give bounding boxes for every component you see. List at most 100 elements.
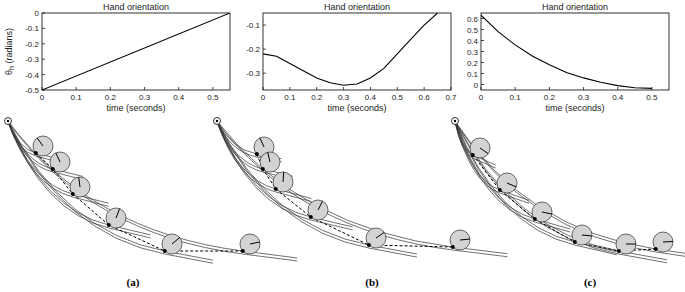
figure: Hand orientation00.10.20.30.40.5-0.5-0.4… <box>0 0 685 292</box>
contact-point <box>261 167 265 171</box>
pivot <box>5 118 12 125</box>
x-tick-label: 0 <box>261 93 266 102</box>
hand-path <box>36 153 243 251</box>
y-tick <box>42 59 45 60</box>
diagram: (a) <box>5 118 298 290</box>
y-tick <box>42 13 45 14</box>
y-tick <box>481 73 484 74</box>
x-tick-label: 0.2 <box>311 93 323 102</box>
contact-point <box>107 223 111 227</box>
x-tick <box>370 87 371 90</box>
y-tick-label: -0.2 <box>246 45 260 54</box>
x-tick-label: 0.4 <box>365 93 377 102</box>
y-tick-label: -0.1 <box>25 24 39 33</box>
finger <box>8 122 213 263</box>
x-tick-label: 0.3 <box>139 93 151 102</box>
hand-orientation <box>37 138 43 146</box>
x-tick <box>289 87 290 90</box>
hand-orientation <box>260 138 264 147</box>
hand-orientation <box>318 201 323 210</box>
y-tick <box>481 29 484 30</box>
finger <box>217 121 312 199</box>
y-tick <box>263 73 266 74</box>
x-tick <box>451 87 452 90</box>
panel-label: (a) <box>127 276 140 289</box>
x-tick-label: 0.5 <box>392 93 404 102</box>
x-tick <box>110 87 111 90</box>
hand-orientation <box>268 152 270 162</box>
hand <box>497 173 517 193</box>
contact-point <box>163 249 167 253</box>
hand-orientation <box>376 232 384 238</box>
y-tick-label: -0.2 <box>25 40 39 49</box>
hand <box>470 138 490 158</box>
y-tick <box>481 51 484 52</box>
y-tick <box>42 28 45 29</box>
y-tick <box>481 40 484 41</box>
chart: Hand orientation00.10.20.30.40.50.60.7-0… <box>246 2 457 113</box>
hand <box>308 200 328 220</box>
hand-orientation <box>460 239 470 241</box>
x-tick-label: 0.2 <box>105 93 117 102</box>
contact-point <box>498 188 502 192</box>
hand-orientation <box>480 148 488 154</box>
finger <box>455 121 617 252</box>
finger <box>217 122 312 202</box>
contact-point <box>51 167 55 171</box>
y-label-part: (radians) <box>4 28 14 66</box>
finger <box>8 121 297 258</box>
finger <box>8 121 151 235</box>
diagram: (c) <box>452 118 685 290</box>
pivot-center <box>7 120 9 122</box>
chart: Hand orientation00.10.20.30.40.500.10.20… <box>467 2 669 113</box>
pivot <box>452 118 459 125</box>
y-tick-label: 0.4 <box>467 37 479 46</box>
x-tick <box>424 87 425 90</box>
y-tick <box>263 25 266 26</box>
contact-point <box>573 240 577 244</box>
x-tick <box>212 87 213 90</box>
hand <box>70 177 90 197</box>
contact-point <box>533 217 537 221</box>
x-tick-label: 0 <box>479 93 484 102</box>
x-tick <box>481 87 482 90</box>
hand-orientation <box>507 183 516 187</box>
plot-area <box>42 13 230 90</box>
hand <box>532 202 552 222</box>
hand-orientation <box>250 242 260 244</box>
plot-frame <box>263 13 451 90</box>
y-tick-label: 0.6 <box>467 15 479 24</box>
x-tick-label: 0.4 <box>173 93 185 102</box>
hand <box>50 152 70 172</box>
hand <box>653 232 673 252</box>
hand <box>450 230 470 250</box>
hand <box>273 172 293 192</box>
hand-orientation <box>116 209 120 218</box>
finger <box>455 122 685 260</box>
contact-point <box>34 151 38 155</box>
contact-point <box>471 153 475 157</box>
contact-point <box>274 187 278 191</box>
finger <box>455 121 685 257</box>
finger <box>455 121 667 260</box>
hand-orientation <box>582 235 592 237</box>
x-tick <box>76 87 77 90</box>
title: Hand orientation <box>324 2 390 12</box>
x-tick-label: 0.1 <box>284 93 296 102</box>
x-tick <box>178 87 179 90</box>
x-tick-label: 0.5 <box>207 93 219 102</box>
finger <box>455 122 667 263</box>
finger <box>217 121 353 227</box>
x-tick-label: 0.5 <box>646 93 658 102</box>
finger <box>455 122 570 232</box>
hand <box>260 152 280 172</box>
x-tick-label: 0.2 <box>544 93 556 102</box>
y-tick-label: 0 <box>35 9 40 18</box>
x-tick <box>515 87 516 90</box>
finger <box>8 122 83 180</box>
finger <box>455 121 570 229</box>
y-tick-label: 0 <box>474 81 479 90</box>
x-tick <box>263 87 264 90</box>
line <box>481 15 652 88</box>
y-tick <box>42 74 45 75</box>
